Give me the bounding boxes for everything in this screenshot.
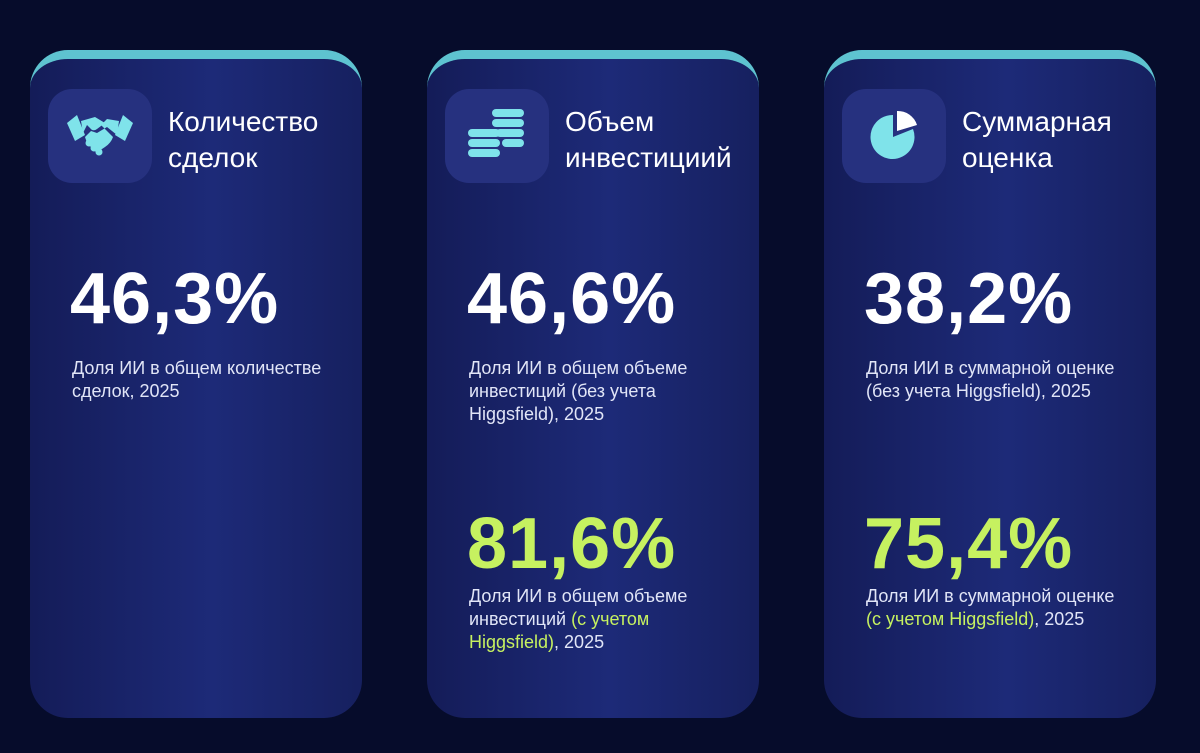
stat-value: 46,3% — [70, 259, 280, 339]
description-text: Доля ИИ в общем объеме инвестиций (без у… — [469, 358, 688, 424]
stat-value: 38,2% — [864, 259, 1074, 339]
icon-box — [842, 89, 946, 183]
handshake-icon — [67, 115, 133, 156]
card-title: Количество сделок — [168, 106, 319, 173]
stat-value: 46,6% — [467, 259, 677, 339]
stat-description: Доля ИИ в суммарной оценке (с учетом Hig… — [866, 585, 1128, 631]
card: Количество сделок 46,3% Доля ИИ в общем … — [30, 50, 362, 718]
stat-value: 81,6% — [467, 504, 677, 584]
stat-description: Доля ИИ в общем количестве сделок, 2025 — [72, 357, 334, 403]
stat-description: Доля ИИ в общем объеме инвестиций (без у… — [469, 357, 731, 426]
icon-box — [445, 89, 549, 183]
description-text: Доля ИИ в общем объеме инвестиций — [469, 586, 688, 629]
description-text: , 2025 — [1034, 609, 1085, 629]
stat-description: Доля ИИ в общем объеме инвестиций (с уче… — [469, 585, 731, 654]
pie-icon — [870, 110, 917, 159]
stat-description: Доля ИИ в суммарной оценке (без учета Hi… — [866, 357, 1128, 403]
description-accent: (с учетом Higgsfield) — [866, 609, 1035, 629]
description-text: Доля ИИ в суммарной оценке (без учета Hi… — [866, 358, 1115, 401]
description-text: Доля ИИ в общем количестве сделок, 2025 — [72, 358, 322, 401]
description-text: , 2025 — [554, 632, 605, 652]
description-text: Доля ИИ в суммарной оценке — [866, 586, 1115, 606]
coins-icon — [468, 109, 524, 157]
stat-value: 75,4% — [864, 504, 1074, 584]
card-title: Объем инвестициий — [565, 106, 732, 173]
icon-box — [48, 89, 152, 183]
card: Суммарная оценка 38,2% Доля ИИ в суммарн… — [824, 50, 1156, 718]
description-accent: (с учетом Higgsfield) — [469, 609, 650, 652]
card: Объем инвестициий 46,6% Доля ИИ в общем … — [427, 50, 759, 718]
card-title: Суммарная оценка — [962, 106, 1112, 173]
